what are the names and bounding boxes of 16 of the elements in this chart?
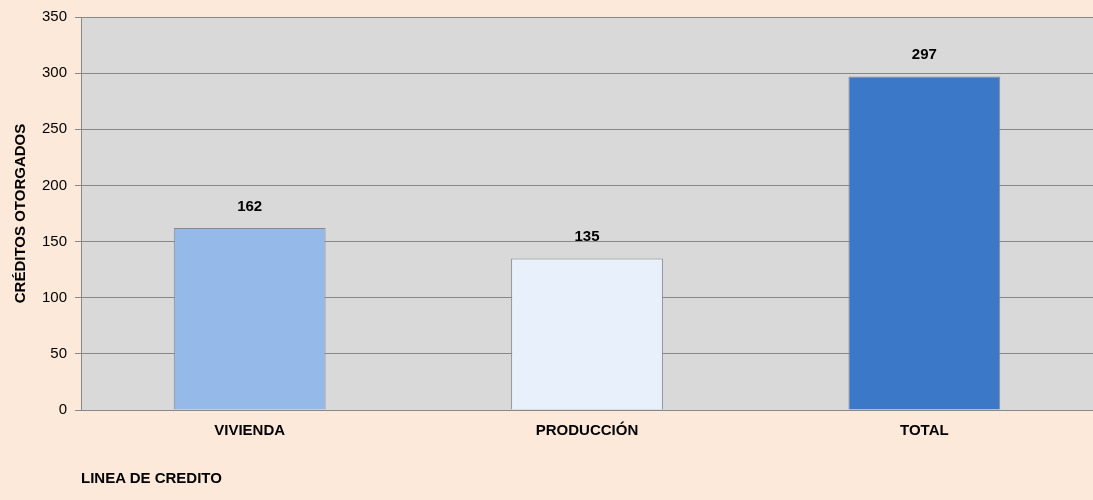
y-axis-title: CRÉDITOS OTORGADOS — [11, 123, 29, 304]
y-tick-label: 50 — [50, 344, 68, 361]
y-tick-label: 0 — [58, 400, 68, 418]
x-tick-label: PRODUCCIÓN — [535, 421, 639, 439]
data-label: 135 — [574, 227, 600, 245]
y-tick-label: 350 — [42, 7, 68, 25]
x-tick-label: VIVIENDA — [214, 421, 286, 439]
y-tick-label: 200 — [42, 175, 68, 193]
data-label: 162 — [237, 196, 263, 214]
x-axis-title: LINEA DE CREDITO — [81, 469, 223, 487]
y-tick-label: 300 — [42, 63, 68, 81]
data-label: 297 — [911, 45, 937, 63]
y-tick-label: 100 — [42, 287, 68, 305]
y-tick-label: 150 — [42, 231, 68, 249]
x-tick-label: TOTAL — [900, 421, 949, 439]
y-tick-label: 250 — [42, 119, 68, 137]
